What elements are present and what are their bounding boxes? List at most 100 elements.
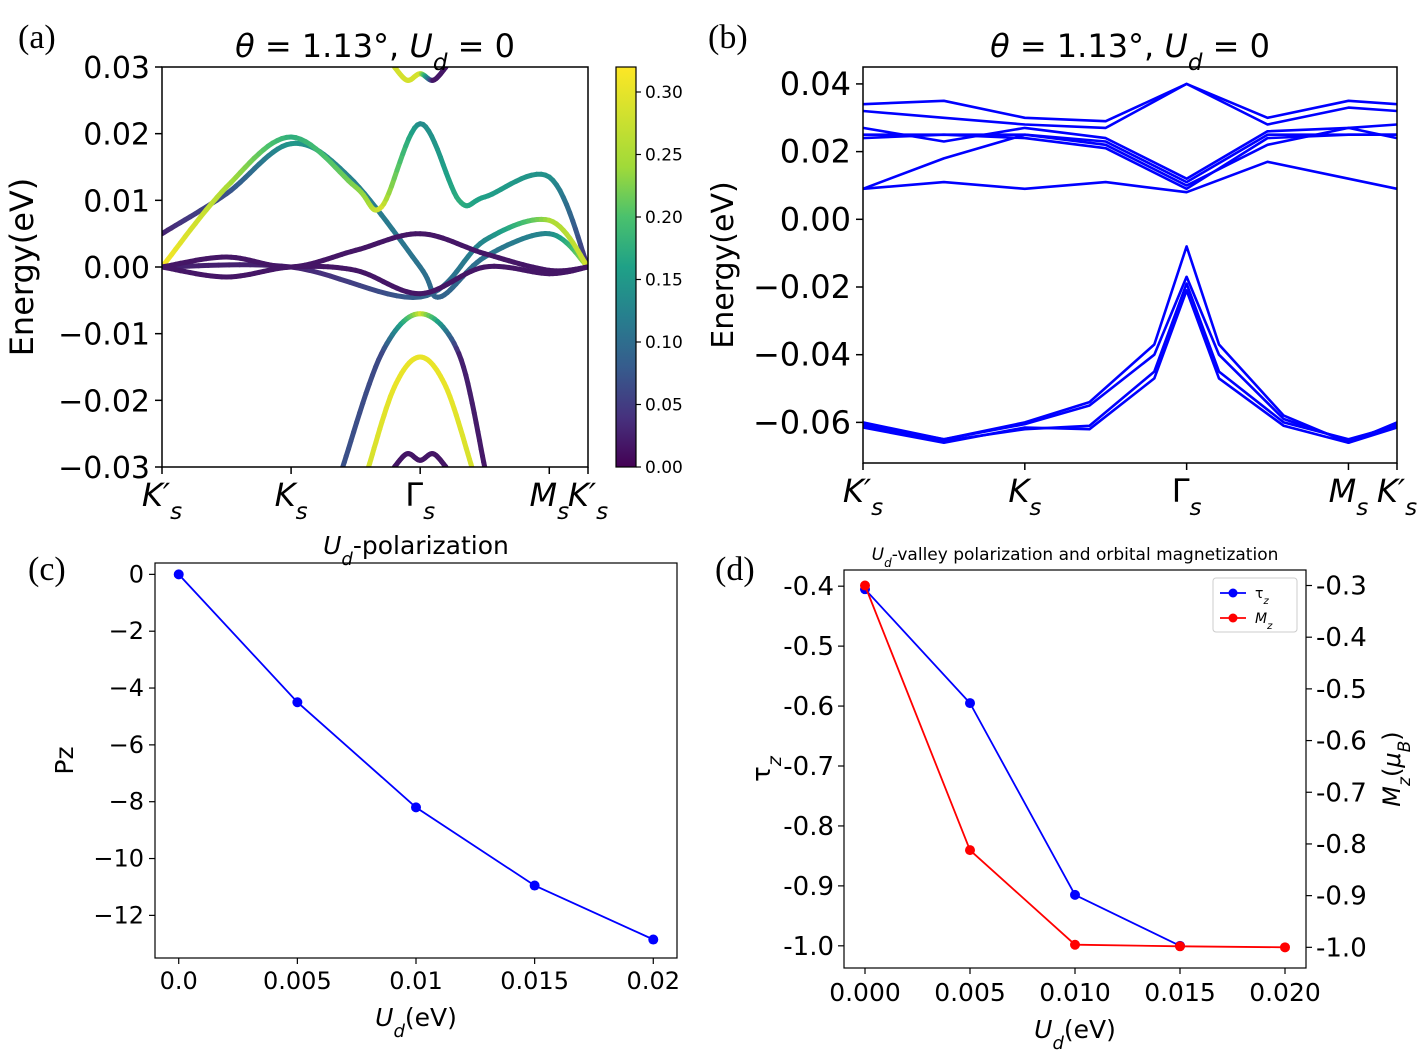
legend: τz Mz bbox=[1212, 577, 1298, 633]
panel-d-valley-magnetization-plot: -0.4 -0.5 -0.6 -0.7 -0.8 -0.9 -1.0 -0.3 -0.4 -0.5… bbox=[747, 545, 1415, 1050]
colorbar bbox=[615, 66, 637, 468]
y-tick-label: −8 bbox=[109, 788, 144, 816]
y2-tick-label: -0.4 bbox=[1316, 623, 1367, 653]
data-point bbox=[173, 569, 184, 580]
x-tick-label: 0.005 bbox=[934, 978, 1006, 1007]
x-tick-label: 0.010 bbox=[1039, 978, 1111, 1007]
x-tick-label: K′s bbox=[568, 476, 608, 525]
panel-label-c: (c) bbox=[28, 551, 66, 588]
band-line-9 bbox=[862, 282, 1398, 443]
plot-frame bbox=[862, 66, 1398, 464]
panel-label-d: (d) bbox=[715, 551, 755, 588]
y-tick-label: 0.03 bbox=[83, 51, 150, 86]
y-tick-label: −10 bbox=[93, 845, 144, 873]
panel-a-band-structure: 0.030.020.010.00−0.01−0.02−0.03K′s Ks Γs Ms… bbox=[3, 27, 683, 525]
y-tick-label: −4 bbox=[109, 674, 144, 702]
y2-tick-label: -1.0 bbox=[1316, 933, 1367, 963]
y-tick-label: −0.06 bbox=[753, 403, 851, 441]
band-line-4 bbox=[862, 123, 1398, 180]
x-tick-label: Ms bbox=[529, 476, 569, 525]
x-tick-label: 0.000 bbox=[829, 978, 901, 1007]
x-axis-label: Ud(eV) bbox=[375, 1003, 457, 1042]
x-tick-label: 0.015 bbox=[1144, 978, 1216, 1007]
colorbar-tick-label: 0.05 bbox=[645, 396, 683, 416]
data-point bbox=[529, 880, 540, 891]
x-tick-label: K′s bbox=[1377, 472, 1417, 521]
chart-title: θ = 1.13°, Ud = 0 bbox=[235, 27, 515, 76]
data-point-right bbox=[1175, 941, 1185, 952]
y-axis-label: τz bbox=[747, 755, 786, 782]
x-axis-label: Ud(eV) bbox=[1034, 1015, 1116, 1050]
legend-swatch-marker bbox=[1228, 588, 1238, 598]
y-tick-label: −0.02 bbox=[753, 268, 851, 306]
y2-tick-label: -0.3 bbox=[1316, 572, 1367, 602]
y-tick-label: -0.5 bbox=[783, 632, 834, 662]
y-axis-label: Energy(eV) bbox=[706, 181, 741, 348]
y-tick-label: -1.0 bbox=[783, 932, 834, 962]
y-axis-label: Pz bbox=[50, 746, 79, 774]
y2-tick-label: -0.8 bbox=[1316, 830, 1367, 860]
data-point-right bbox=[860, 580, 870, 591]
x-tick-label: Ks bbox=[1008, 472, 1041, 521]
chart-title: Ud-valley polarization and orbital magne… bbox=[872, 545, 1279, 570]
band-line-10 bbox=[862, 289, 1398, 445]
colorbar-tick-label: 0.10 bbox=[645, 333, 683, 353]
y-tick-label: -0.6 bbox=[783, 692, 834, 722]
band-line-2 bbox=[862, 133, 1397, 191]
panel-label-b: (b) bbox=[708, 19, 748, 56]
data-point-right bbox=[965, 845, 975, 856]
data-point bbox=[648, 934, 659, 945]
x-tick-label: 0.020 bbox=[1249, 978, 1321, 1007]
y-tick-label: −12 bbox=[93, 901, 144, 929]
x-tick-label: 0.015 bbox=[500, 967, 569, 995]
legend-label: τz bbox=[1255, 586, 1269, 607]
data-point-left bbox=[965, 698, 975, 709]
colorbar-tick-label: 0.30 bbox=[645, 83, 683, 103]
band-line-8 bbox=[862, 275, 1398, 443]
panel-b-band-structure: 0.040.020.00−0.02−0.04−0.06K′s Ks Γs Ms K′sθ… bbox=[706, 27, 1417, 521]
y2-tick-label: -0.6 bbox=[1316, 727, 1367, 757]
data-point-right bbox=[1280, 942, 1290, 953]
y2-tick-label: -0.7 bbox=[1316, 778, 1367, 808]
y-tick-label: 0 bbox=[129, 560, 144, 588]
x-tick-label: K′s bbox=[142, 476, 182, 525]
colorbar-tick-label: 0.25 bbox=[645, 146, 683, 166]
y-tick-label: -0.9 bbox=[783, 872, 834, 902]
x-tick-label: K′s bbox=[843, 472, 883, 521]
y-tick-label: 0.04 bbox=[780, 65, 851, 103]
y-tick-label: −0.03 bbox=[58, 451, 150, 486]
x-tick-label: 0.02 bbox=[627, 967, 680, 995]
y-tick-label: -0.7 bbox=[783, 752, 834, 782]
y2-tick-label: -0.9 bbox=[1316, 882, 1367, 912]
band-line-5 bbox=[862, 82, 1398, 130]
band-line-3 bbox=[863, 133, 1397, 184]
y-tick-label: −0.01 bbox=[58, 318, 150, 353]
band-line-0 bbox=[862, 160, 1398, 194]
legend-swatch-marker bbox=[1228, 613, 1238, 623]
colorbar-tick-label: 0.00 bbox=[645, 458, 683, 478]
y-tick-label: -0.4 bbox=[783, 572, 834, 602]
x-tick-label: Ks bbox=[275, 476, 308, 525]
series-line bbox=[178, 573, 654, 941]
data-point-left bbox=[1070, 889, 1080, 900]
x-tick-label: Γs bbox=[405, 476, 435, 525]
series-line-left bbox=[864, 588, 1181, 947]
band-line-7 bbox=[862, 245, 1398, 445]
y-tick-label: -0.8 bbox=[783, 812, 834, 842]
band-5-segment bbox=[481, 459, 488, 467]
band-lines bbox=[162, 67, 588, 467]
y-tick-label: 0.01 bbox=[83, 184, 150, 219]
y-tick-label: −2 bbox=[109, 617, 144, 645]
y-tick-label: 0.02 bbox=[780, 133, 851, 171]
x-tick-label: Ms bbox=[1329, 472, 1369, 521]
legend-label: Mz bbox=[1255, 611, 1273, 632]
chart-title: Ud-polarization bbox=[323, 531, 509, 570]
y-tick-label: 0.02 bbox=[83, 118, 150, 153]
y-tick-label: 0.00 bbox=[83, 251, 150, 286]
y-tick-label: −0.02 bbox=[58, 384, 150, 419]
x-tick-label: 0.01 bbox=[389, 967, 442, 995]
plot-frame bbox=[154, 562, 678, 959]
y-tick-label: −6 bbox=[109, 731, 144, 759]
x-tick-label: Γs bbox=[1172, 472, 1202, 521]
